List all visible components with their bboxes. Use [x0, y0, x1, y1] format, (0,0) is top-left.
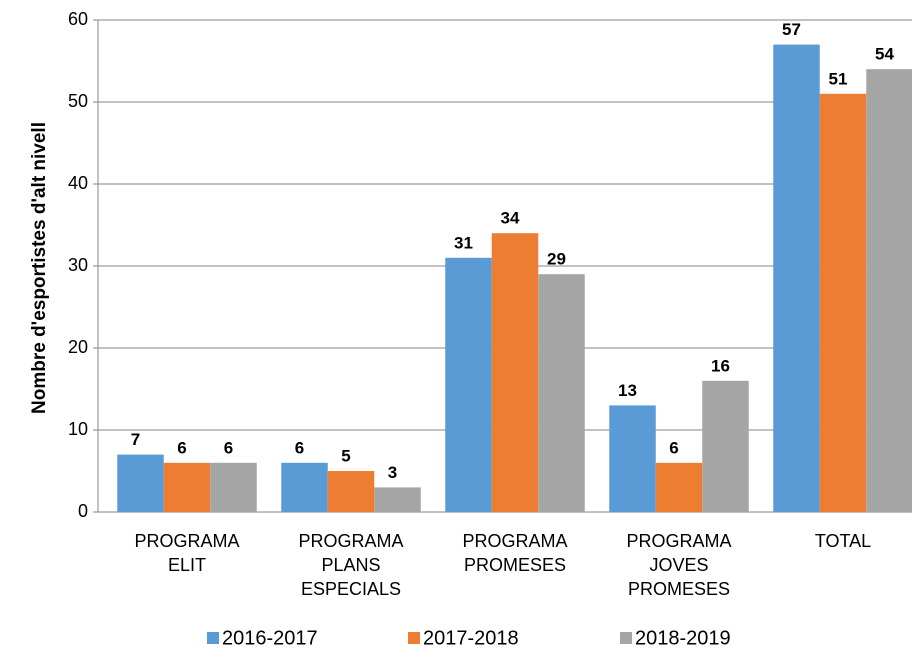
value-label: 6 [295, 438, 304, 457]
value-label: 54 [875, 45, 894, 64]
bar [773, 44, 820, 512]
y-axis-label: Nombre d'esportistes d'alt nivell [29, 122, 50, 414]
bar [327, 471, 375, 512]
x-tick-label: JOVES [649, 555, 708, 575]
value-label: 31 [454, 233, 473, 252]
x-tick-label: PROGRAMA [626, 531, 731, 551]
bar [655, 462, 703, 512]
x-tick-label: PROMESES [628, 579, 730, 599]
y-tick-label: 50 [68, 91, 88, 111]
bar [210, 462, 257, 512]
bar [117, 454, 164, 512]
x-tick-label: PROGRAMA [462, 531, 567, 551]
x-tick-label: ELIT [168, 555, 206, 575]
value-label: 16 [711, 356, 730, 375]
bar [702, 380, 749, 512]
bar [538, 274, 585, 512]
value-label: 57 [782, 20, 801, 39]
x-tick-label: PROGRAMA [134, 531, 239, 551]
value-label: 6 [224, 438, 233, 457]
bar [281, 462, 328, 512]
x-tick-label: PLANS [321, 555, 380, 575]
legend-swatch [408, 632, 420, 644]
bar [819, 93, 867, 513]
value-label: 6 [177, 438, 186, 457]
value-label: 34 [501, 209, 520, 228]
value-label: 7 [131, 430, 140, 449]
x-tick-label: TOTAL [815, 531, 871, 551]
x-tick-label: PROMESES [464, 555, 566, 575]
value-label: 6 [669, 438, 678, 457]
bar [445, 257, 492, 512]
x-tick-label: PROGRAMA [298, 531, 403, 551]
bar [374, 487, 421, 512]
x-tick-label: ESPECIALS [301, 579, 401, 599]
value-label: 29 [547, 250, 566, 269]
value-label: 5 [341, 446, 350, 465]
legend-label: 2018-2019 [635, 627, 731, 649]
y-tick-label: 20 [68, 337, 88, 357]
bar [163, 462, 211, 512]
bar [609, 405, 656, 512]
y-tick-label: 10 [68, 419, 88, 439]
y-tick-label: 0 [78, 501, 88, 521]
value-label: 13 [618, 381, 637, 400]
value-label: 51 [829, 69, 848, 88]
y-tick-label: 60 [68, 9, 88, 29]
y-tick-label: 30 [68, 255, 88, 275]
legend-label: 2017-2018 [423, 627, 519, 649]
legend-swatch [207, 632, 219, 644]
value-label: 3 [388, 463, 397, 482]
legend-swatch [620, 632, 632, 644]
bar [491, 233, 539, 512]
legend-label: 2016-2017 [222, 627, 318, 649]
bar [866, 69, 912, 512]
y-tick-label: 40 [68, 173, 88, 193]
